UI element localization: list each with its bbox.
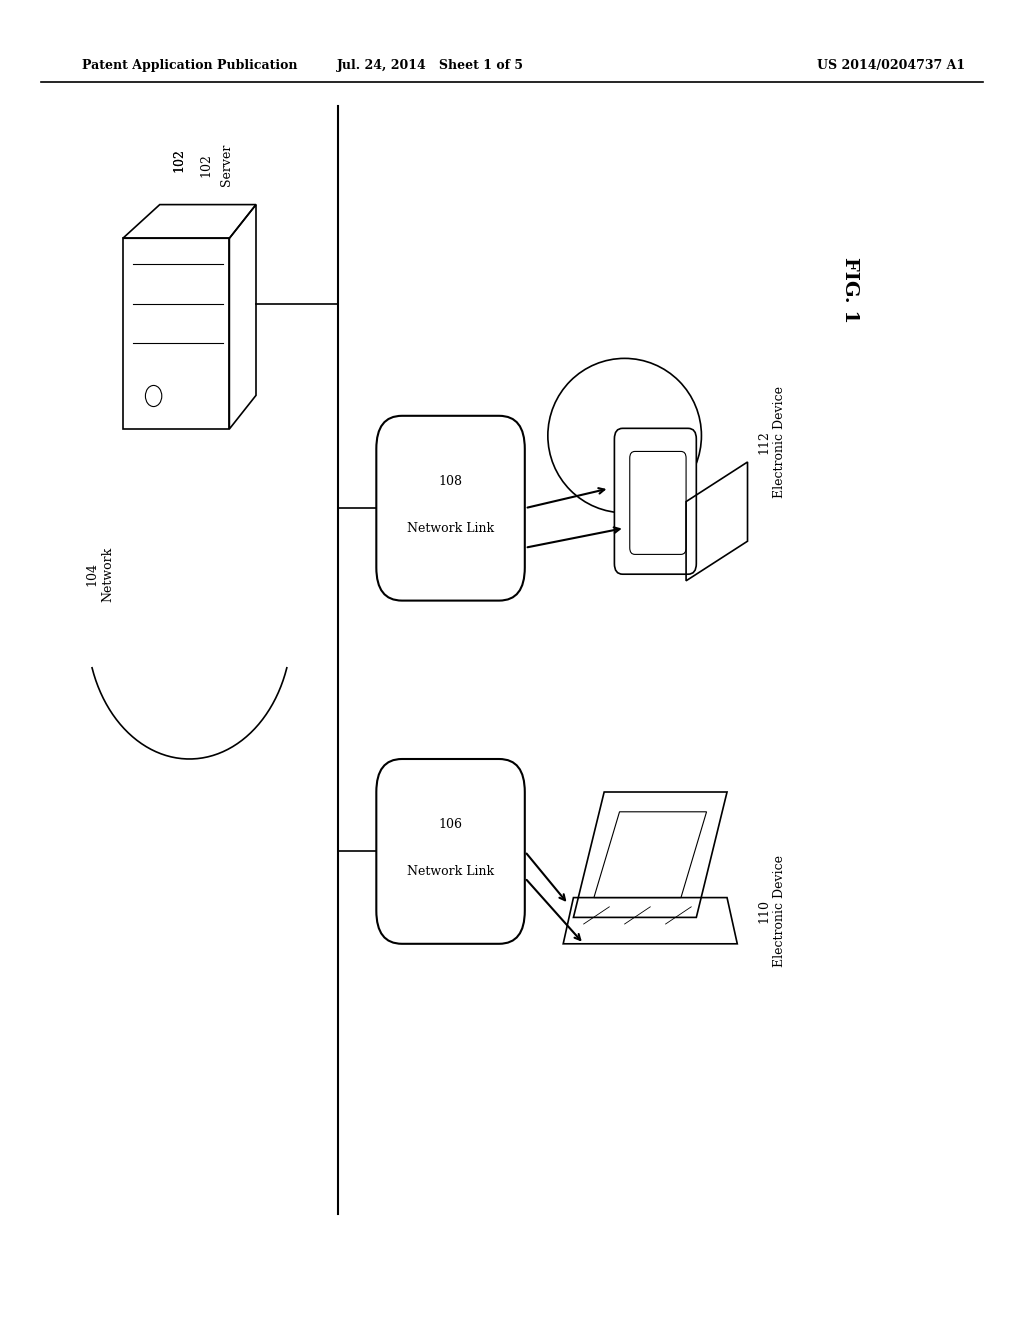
- FancyBboxPatch shape: [630, 451, 686, 554]
- Text: 104: 104: [86, 562, 98, 586]
- FancyBboxPatch shape: [377, 759, 524, 944]
- Text: 102: 102: [173, 148, 185, 172]
- Text: FIG. 1: FIG. 1: [841, 257, 859, 323]
- Text: Network: Network: [101, 546, 114, 602]
- Text: 108: 108: [438, 475, 463, 488]
- Text: 112: 112: [758, 430, 771, 454]
- Text: 106: 106: [438, 818, 463, 832]
- Text: 102: 102: [173, 148, 185, 172]
- Text: Server: Server: [220, 144, 233, 186]
- Text: Patent Application Publication: Patent Application Publication: [82, 59, 297, 73]
- Text: US 2014/0204737 A1: US 2014/0204737 A1: [817, 59, 965, 73]
- Text: Network Link: Network Link: [407, 521, 495, 535]
- FancyBboxPatch shape: [614, 428, 696, 574]
- Text: 102: 102: [200, 153, 213, 177]
- Text: Electronic Device: Electronic Device: [773, 387, 786, 498]
- Text: Network Link: Network Link: [407, 865, 495, 878]
- Text: Jul. 24, 2014   Sheet 1 of 5: Jul. 24, 2014 Sheet 1 of 5: [337, 59, 523, 73]
- FancyBboxPatch shape: [377, 416, 524, 601]
- Text: 110: 110: [758, 899, 771, 923]
- Text: Electronic Device: Electronic Device: [773, 855, 786, 966]
